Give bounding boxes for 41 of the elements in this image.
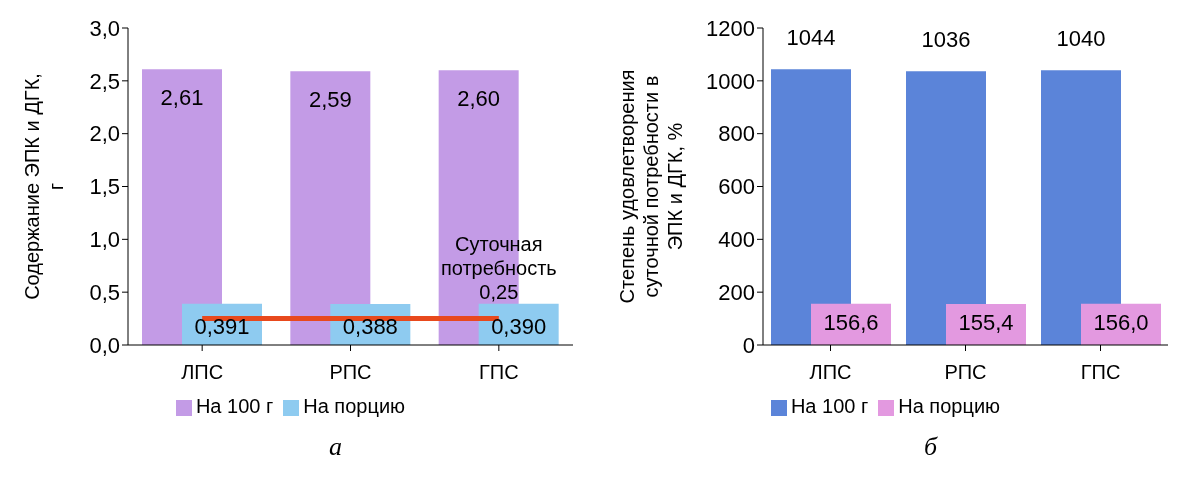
data-label: 0,391 bbox=[194, 314, 250, 340]
legend-label: На порцию bbox=[303, 395, 406, 417]
text: а bbox=[328, 432, 343, 462]
y-tick-label: 2,5 bbox=[89, 68, 120, 94]
y-tick-label: 1,5 bbox=[89, 174, 120, 200]
data-label: 0,388 bbox=[342, 314, 398, 340]
y-tick-label: 1,0 bbox=[89, 227, 120, 253]
y-tick-label: 800 bbox=[718, 121, 755, 147]
data-label: 2,61 bbox=[160, 85, 204, 111]
y-tick-label: 0,5 bbox=[89, 279, 120, 305]
x-tick-label: ГПС bbox=[1080, 361, 1121, 384]
data-label: 156,6 bbox=[823, 310, 879, 336]
y-tick-label: 200 bbox=[718, 279, 755, 305]
y-tick-label: 3,0 bbox=[89, 15, 120, 41]
x-tick-label: ЛПС bbox=[809, 361, 852, 384]
ref-line-label: Суточная потребность 0,25 bbox=[440, 232, 557, 303]
x-tick-label: РПС bbox=[944, 361, 987, 384]
data-label: 1040 bbox=[1056, 26, 1106, 52]
data-label: 0,390 bbox=[491, 314, 547, 340]
legend-label: На порцию bbox=[898, 395, 1001, 417]
y-axis-title: Степень удовлетворения суточной потребности в ЭПК и ДГК, % bbox=[616, 69, 687, 304]
y-tick-label: 600 bbox=[718, 174, 755, 200]
data-label: 2,60 bbox=[457, 86, 501, 112]
y-tick-label: 2,0 bbox=[89, 121, 120, 147]
legend-label: На 100 г bbox=[790, 395, 869, 417]
legend-label: На 100 г bbox=[195, 395, 274, 417]
y-tick-label: 0 bbox=[742, 332, 755, 358]
data-label: 1036 bbox=[921, 27, 971, 53]
y-tick-label: 0,0 bbox=[89, 332, 120, 358]
data-label: 1044 bbox=[786, 25, 836, 51]
data-label: 156,0 bbox=[1093, 310, 1149, 336]
y-tick-label: 1000 bbox=[706, 68, 755, 94]
y-axis-title: Содержание ЭПК и ДГК, г bbox=[21, 73, 68, 300]
x-tick-label: ЛПС bbox=[181, 361, 224, 384]
y-tick-label: 400 bbox=[718, 227, 755, 253]
x-tick-label: РПС bbox=[329, 361, 372, 384]
x-tick-label: ГПС bbox=[479, 361, 519, 384]
y-tick-label: 1200 bbox=[706, 15, 755, 41]
text: б bbox=[922, 432, 939, 462]
data-label: 2,59 bbox=[308, 87, 352, 113]
data-label: 155,4 bbox=[958, 310, 1014, 336]
